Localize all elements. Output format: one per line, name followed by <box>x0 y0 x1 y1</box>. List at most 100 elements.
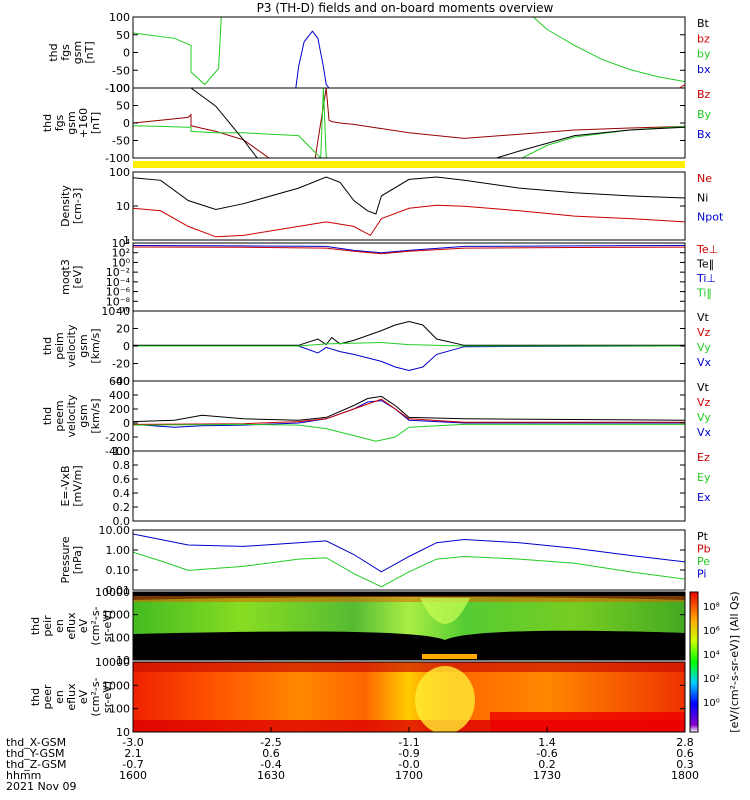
series-line-Vt <box>133 395 685 423</box>
y-tick-label: 10000 <box>95 656 130 669</box>
legend-entry-Vz: Vz <box>697 396 711 409</box>
x-axis-value: -3.0 <box>122 736 143 749</box>
electron-flux-center-peak <box>415 666 475 732</box>
legend-entry-By: By <box>697 108 712 121</box>
series-line-bx <box>295 30 330 88</box>
legend-entry-Ne: Ne <box>697 172 712 185</box>
y-axis-label: moqt3 <box>59 259 72 295</box>
y-tick-label: 1000 <box>102 679 130 692</box>
y-tick-label: 50 <box>116 29 130 42</box>
y-tick-label: 10⁴ <box>112 237 131 250</box>
y-axis-label: [mV/m] <box>71 465 84 506</box>
y-axis-label: peer <box>41 684 54 710</box>
y-tick-label: 10⁻⁶ <box>106 286 131 299</box>
x-axis-value: -0.6 <box>536 747 557 760</box>
y-axis-label: [cm-3] <box>71 188 84 224</box>
panel-frame <box>132 529 686 591</box>
y-tick-label: 50 <box>116 100 130 113</box>
y-axis-label: velocity <box>65 324 78 367</box>
y-tick-label: 0.10 <box>106 564 131 577</box>
x-axis-value: 1800 <box>671 769 699 782</box>
y-tick-label: 0.01 <box>106 584 131 597</box>
y-tick-label: 0 <box>123 117 130 130</box>
legend-entry-Ni: Ni <box>697 191 708 204</box>
y-tick-label: 10⁻⁴ <box>106 276 131 289</box>
series-line-By <box>133 88 685 158</box>
page-title: P3 (TH-D) fields and on-board moments ov… <box>256 1 554 15</box>
panel-data <box>133 245 685 255</box>
y-tick-label: 0 <box>123 340 130 353</box>
legend-entry-Ti‖: Ti‖ <box>696 287 712 300</box>
y-axis-label: +160 <box>77 108 90 138</box>
legend-entry-Pt: Pt <box>697 530 709 543</box>
series-line-bz <box>679 84 685 88</box>
y-axis-label: velocity <box>65 394 78 437</box>
y-tick-label: 100 <box>109 11 130 24</box>
legend-entry-Te‖: Te‖ <box>696 258 714 271</box>
y-tick-label: 10 <box>116 654 130 667</box>
ion-flux-top-edge <box>133 596 685 602</box>
electron-flux-high-energy-band <box>133 662 685 672</box>
y-axis-label: gsm <box>65 111 78 134</box>
y-tick-label: 200 <box>109 403 130 416</box>
y-tick-label: -400 <box>105 445 130 458</box>
y-axis-label: Pressure <box>59 536 72 583</box>
y-tick-label: 10⁻⁸ <box>106 295 131 308</box>
y-axis-label: thd <box>41 114 54 132</box>
y-tick-label: -100 <box>105 82 130 95</box>
series-line-Pe <box>133 551 685 588</box>
y-tick-label: 0.8 <box>113 459 131 472</box>
panel-frame <box>132 242 686 312</box>
x-axis-value: -0.7 <box>122 758 143 771</box>
colorbar-label: [eV/(cm²-s-sr-eV)] (All Qs) <box>728 591 741 732</box>
colorbar <box>689 591 699 733</box>
y-axis-label: fgs <box>59 44 72 61</box>
y-axis-label: thd <box>41 407 54 425</box>
y-tick-label: 10.00 <box>99 524 131 537</box>
y-axis-label: fgs <box>53 114 66 131</box>
y-axis-label: [nT] <box>83 41 96 63</box>
y-tick-label: 0.6 <box>113 473 131 486</box>
y-tick-label: 1000 <box>102 609 130 622</box>
y-tick-label: 10000 <box>95 586 130 599</box>
legend-entry-by: by <box>697 48 711 61</box>
y-axis-label: eV <box>77 618 90 633</box>
y-tick-label: 10 <box>116 200 130 213</box>
panel-data <box>133 88 685 158</box>
legend-entry-Vy: Vy <box>697 411 711 424</box>
legend-entry-Te⊥: Te⊥ <box>696 243 718 256</box>
y-tick-label: 10 <box>116 726 130 739</box>
y-tick-label: 40 <box>116 305 130 318</box>
y-tick-label: -200 <box>105 431 130 444</box>
y-tick-label: 20 <box>116 323 130 336</box>
y-axis-label: en <box>53 619 66 633</box>
y-axis-label: [eV] <box>71 266 84 289</box>
legend-entry-Vy: Vy <box>697 341 711 354</box>
x-axis-value: -0.4 <box>260 758 281 771</box>
series-line-by <box>133 17 685 86</box>
panel-frame <box>132 87 686 159</box>
series-line-Vz <box>133 398 685 425</box>
series-line-Ni <box>133 176 685 215</box>
legend-entry-Ez: Ez <box>697 451 710 464</box>
y-axis-label: [nPa] <box>71 546 84 574</box>
y-axis-label: eflux <box>65 683 78 711</box>
x-axis-value: 0.3 <box>676 758 694 771</box>
y-axis-label: E=-VxB <box>59 465 72 506</box>
x-axis-value: 1700 <box>395 769 423 782</box>
x-axis-value: -0.9 <box>398 747 419 760</box>
y-tick-label: 10⁰ <box>112 256 131 269</box>
series-line-Ne <box>133 204 685 238</box>
legend-entry-Pi: Pi <box>697 568 706 581</box>
series-line-Vx <box>133 345 685 372</box>
y-axis-label: en <box>53 690 66 704</box>
x-axis-value: 0.2 <box>538 758 556 771</box>
legend-entry-Bx: Bx <box>697 128 712 141</box>
panel-data <box>133 533 685 588</box>
y-tick-label: 0 <box>123 417 130 430</box>
panel-frame <box>132 171 686 241</box>
ion-flux-band <box>133 597 685 640</box>
y-axis-label: [nT] <box>89 112 102 134</box>
panel-data <box>133 176 685 238</box>
legend-entry-Vt: Vt <box>697 311 710 324</box>
